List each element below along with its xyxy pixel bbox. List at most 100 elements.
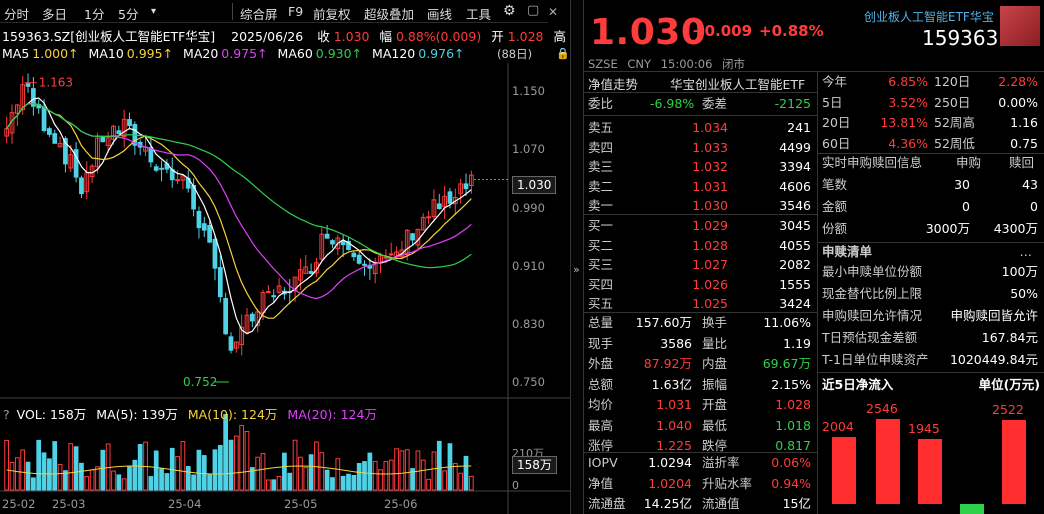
candle-body [244,314,250,334]
candle-body [212,238,218,269]
more-icon[interactable]: … [1019,244,1033,259]
inflow-bar [1002,419,1026,504]
tab-5min[interactable]: 5分 [118,7,139,22]
tab-1min[interactable]: 1分 [84,7,105,22]
volume-collapse-icon[interactable]: ? [3,407,10,422]
volume-bar [367,452,373,491]
draw-line-button[interactable]: 画线 [427,7,453,22]
bid-row: 买五 1.025 3424 [588,293,813,315]
candle-body [79,177,84,195]
tab-nav-trend[interactable]: 净值走势 [588,77,639,92]
candle-body [447,191,453,204]
volume-bar [84,476,90,491]
perf-value: 13.81% [880,115,928,130]
creation-list-row: 申购赎回允许情况 申购赎回皆允许 [822,305,1040,327]
perf-label: 20日 [822,115,851,130]
candle-body [458,183,464,194]
volume-bar [298,456,303,491]
row-label: 买一 [588,218,614,233]
candle-body [404,229,410,256]
row-price: 1.031 [692,178,728,194]
volume-bar [95,466,100,491]
volume-bar [426,478,431,491]
candle-body [52,133,58,144]
row-volume: 3394 [779,159,811,174]
high-label: 高 [553,29,566,44]
close-icon[interactable]: ✕ [548,5,559,19]
volume-bar [324,469,330,491]
collapse-arrow-icon[interactable]: » [573,263,580,276]
perf-label: 250日 [934,94,971,110]
candle-body [399,249,405,258]
list-value: 50% [1010,286,1038,301]
volume-bar [73,446,79,491]
perf-label: 52周低 [934,135,975,151]
candle-body [426,216,431,219]
volume-bar [185,466,191,491]
redeem-title: 实时申购赎回信息 [822,155,923,170]
volume-bar [335,458,341,491]
redeem-sell: 0 [1030,199,1038,214]
weibi-row: 委比 -6.98% 委差 -2125 [588,93,813,115]
row-label: 买三 [588,257,614,272]
current-volume-marker: 158万 [512,456,557,474]
days-badge[interactable]: (88日) [497,47,533,61]
candle-body [431,199,437,217]
volume-bar [175,456,180,491]
lock-icon[interactable]: 🔒 [556,47,570,60]
list-value: 1020449.84元 [949,352,1038,367]
price-change: +0.009 [692,22,753,40]
list-value: 167.84元 [981,330,1038,345]
panel-divider[interactable]: » [570,0,584,514]
volume-bar [282,452,287,491]
forward-adjust-button[interactable]: 前复权 [313,7,351,22]
redeem-row: 份额 3000万 4300万 [822,218,1040,240]
low-annotation: 0.752 [183,375,217,389]
volume-bar [420,459,426,491]
candle-body [14,104,20,114]
row-volume: 1555 [779,276,811,292]
period-dropdown-icon[interactable]: ▾ [151,6,157,17]
stat-row: 最高 1.040 最低 1.018 [588,415,813,437]
stat-value: 0.06% [771,455,811,470]
composite-screen-button[interactable]: 综合屏 [240,7,278,22]
row-label: 买二 [588,237,614,253]
candle-body [57,142,63,148]
candle-body [95,137,100,168]
volume-bar [228,439,234,491]
volume-bar [9,461,15,491]
security-code: 159363.SZ[创业板人工智能ETF华宝] [2,29,216,44]
volume-bar [127,465,132,491]
window-box-icon[interactable]: ▢ [527,3,540,18]
current-price-marker: 1.030 [512,176,557,194]
tools-button[interactable]: 工具 [466,7,492,22]
stat-label: 升贴水率 [702,475,753,491]
volume-bar [20,449,26,491]
redeem-label: 笔数 [822,177,848,192]
candle-body [116,130,122,135]
tab-fund-name[interactable]: 华宝创业板人工智能ETF [670,77,806,92]
fund-logo [1000,6,1040,46]
change-value: 0.88%(0.009) [395,29,482,44]
stat-value: 69.67万 [762,356,811,371]
price-chart-svg[interactable]: 1.163 0.752 [0,23,570,514]
volume-bar [431,451,437,491]
redeem-label: 份额 [822,221,848,236]
list-label: 最小申赎单位份额 [822,264,923,279]
price-axis-label: 0.990 [512,200,545,215]
super-overlay-button[interactable]: 超级叠加 [364,7,415,22]
candle-body [324,233,330,239]
order-book-column: 净值走势 华宝创业板人工智能ETF 委比 -6.98% 委差 -2125 卖五 1.034 24… [584,71,817,514]
bid-row: 买二 1.028 4055 [588,235,813,257]
f9-button[interactable]: F9 [288,4,304,19]
ma60-label: MA60 [277,46,313,61]
tab-intraday[interactable]: 分时 [4,7,30,22]
ask-row: 卖二 1.031 4606 [588,176,813,198]
volume-bar [36,439,42,491]
chart-toolbar: 分时 多日 1分 5分 ▾ 综合屏 F9 前复权 超级叠加 画线 工具 ⚙ ▢ … [0,0,558,23]
tab-multiday[interactable]: 多日 [42,7,68,22]
settings-gear-icon[interactable]: ⚙ [503,3,516,19]
volume-bar [159,468,164,491]
candle-body [105,137,111,146]
stat-label: 现手 [588,335,614,351]
